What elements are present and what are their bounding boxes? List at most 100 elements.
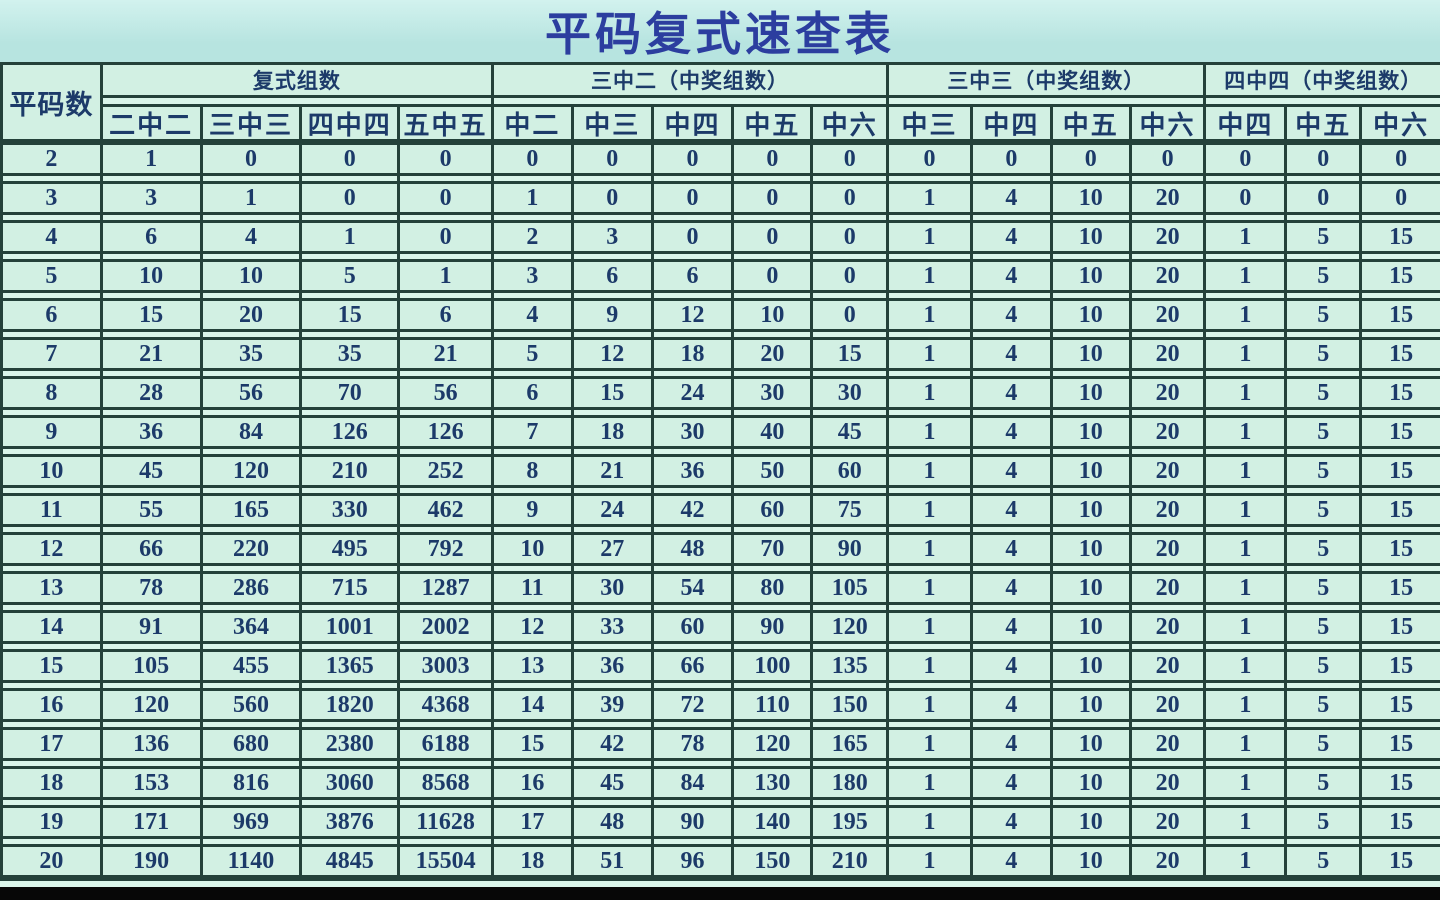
table-cell: 0 <box>734 181 814 215</box>
table-cell: 8 <box>493 454 574 488</box>
row-gap <box>302 566 401 571</box>
table-cell: 0 <box>813 259 890 293</box>
table-cell: 110 <box>734 688 814 722</box>
row-gap <box>573 371 654 376</box>
row-gap <box>1052 644 1132 649</box>
table-cell: 70 <box>734 532 814 566</box>
table-cell: 15 <box>1362 259 1440 293</box>
row-gap <box>889 488 973 493</box>
table-cell: 91 <box>102 610 203 644</box>
table-cell: 6188 <box>400 727 494 761</box>
row-gap <box>102 722 203 727</box>
table-cell: 4 <box>972 454 1053 488</box>
row-gap <box>889 761 973 766</box>
table-cell: 0 <box>889 142 973 176</box>
row-gap <box>493 761 574 766</box>
row-gap <box>1206 566 1288 571</box>
table-cell: 1 <box>1206 415 1288 449</box>
row-gap <box>1131 410 1207 415</box>
row-gap <box>889 215 973 220</box>
row-gap <box>202 215 303 220</box>
table-cell: 15 <box>1362 298 1440 332</box>
row-gap <box>202 410 303 415</box>
row-gap <box>493 527 574 532</box>
table-cell: 6 <box>653 259 735 293</box>
table-cell: 15 <box>1362 454 1440 488</box>
row-gap <box>493 800 574 805</box>
table-cell: 1 <box>1206 298 1288 332</box>
table-cell: 1140 <box>202 844 303 878</box>
table-cell: 4 <box>972 727 1053 761</box>
table-cell: 12 <box>573 337 654 371</box>
row-gap <box>1131 293 1207 298</box>
row-gap <box>102 527 203 532</box>
table-cell: 1 <box>889 493 973 527</box>
row-gap <box>400 761 494 766</box>
table-cell: 1 <box>1206 571 1288 605</box>
row-gap <box>1206 683 1288 688</box>
row-gap <box>1362 293 1440 298</box>
row-gap <box>400 410 494 415</box>
table-cell: 0 <box>734 220 814 254</box>
row-gap <box>813 644 890 649</box>
row-gap <box>1206 410 1288 415</box>
table-cell: 1 <box>1206 805 1288 839</box>
bottom-bar <box>0 887 1440 900</box>
row-gap <box>734 254 814 259</box>
row-gap <box>302 839 401 844</box>
row-gap <box>889 566 973 571</box>
row-gap <box>1362 605 1440 610</box>
table-cell: 20 <box>734 337 814 371</box>
row-gap <box>1052 254 1132 259</box>
row-gap <box>102 215 203 220</box>
row-gap <box>1052 761 1132 766</box>
table-cell: 10 <box>1052 649 1132 683</box>
table-cell: 20 <box>1131 493 1207 527</box>
row-gap <box>889 371 973 376</box>
row-gap <box>573 215 654 220</box>
row-gap <box>1206 488 1288 493</box>
table-cell: 6 <box>493 376 574 410</box>
table-cell: 171 <box>102 805 203 839</box>
table-cell: 6 <box>400 298 494 332</box>
table-cell: 60 <box>653 610 735 644</box>
row-gap <box>1131 332 1207 337</box>
row-gap <box>734 332 814 337</box>
row-gap <box>302 488 401 493</box>
row-gap <box>1206 644 1288 649</box>
column-header: 中六 <box>813 104 890 142</box>
row-gap <box>202 722 303 727</box>
table-cell: 1 <box>1206 649 1288 683</box>
row-gap <box>1362 215 1440 220</box>
row-gap <box>400 566 494 571</box>
row-gap <box>1362 722 1440 727</box>
column-header: 中四 <box>1206 104 1288 142</box>
row-gap <box>1362 332 1440 337</box>
table-cell: 5 <box>1287 220 1363 254</box>
row-gap <box>1052 488 1132 493</box>
row-gap <box>1362 254 1440 259</box>
table-cell: 11 <box>493 571 574 605</box>
column-header: 二中二 <box>102 104 203 142</box>
row-gap <box>1131 761 1207 766</box>
table-cell: 12 <box>653 298 735 332</box>
row-gap <box>302 683 401 688</box>
table-cell: 0 <box>653 220 735 254</box>
table-cell: 140 <box>734 805 814 839</box>
table-cell: 462 <box>400 493 494 527</box>
header-gap <box>889 98 1207 104</box>
table-cell: 10 <box>1052 844 1132 878</box>
table-cell: 9 <box>573 298 654 332</box>
row-gap <box>889 605 973 610</box>
row-gap <box>653 839 735 844</box>
row-gap <box>1052 449 1132 454</box>
table-cell: 15 <box>1362 220 1440 254</box>
table-cell: 16 <box>493 766 574 800</box>
row-gap <box>573 644 654 649</box>
table-cell: 11628 <box>400 805 494 839</box>
lookup-table: 平码数 复式组数 二中二 三中三 四中四 五中五 三中二（中奖组数） 中二 中三 中四 中五 中六 三中… <box>0 62 1440 881</box>
table-cell: 4 <box>972 415 1053 449</box>
table-cell: 36 <box>573 649 654 683</box>
row-gap <box>302 722 401 727</box>
table-cell: 0 <box>1362 181 1440 215</box>
